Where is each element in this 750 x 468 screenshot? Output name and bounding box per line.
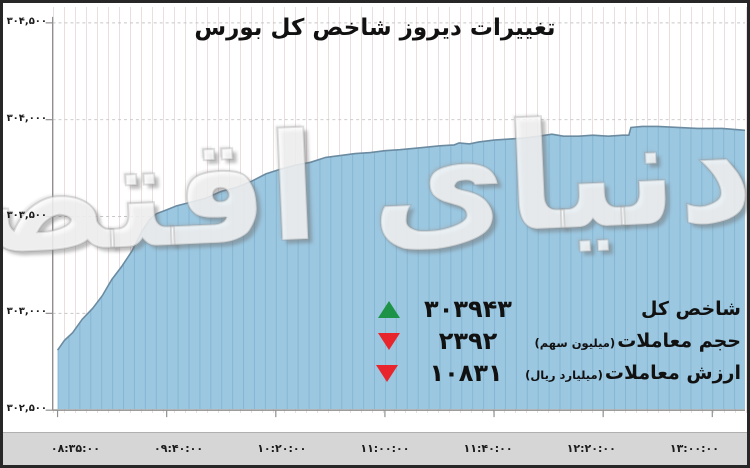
total-index-value: ۳۰۳۹۴۳	[424, 295, 512, 323]
x-axis-time-label: ۱۱:۴۰:۰۰	[463, 442, 513, 455]
x-axis-time-label: ۱۲:۲۰:۰۰	[566, 442, 616, 455]
trade-value-unit: (میلیارد ریال)	[525, 368, 603, 382]
y-axis-tick-label: ۳۰۳,۰۰۰	[6, 306, 47, 318]
chart-legend: شاخص کل ۳۰۳۹۴۳ حجم معاملات(میلیون سهم) ۲…	[369, 293, 741, 389]
trade-value-label: ارزش معاملات	[604, 362, 741, 384]
total-index-label: شاخص کل	[640, 298, 741, 320]
x-axis-time-label: ۱۳:۰۰:۰۰	[669, 442, 719, 455]
trade-volume-unit: (میلیون سهم)	[534, 336, 616, 350]
down-triangle-icon	[378, 332, 400, 350]
x-axis-time-label: ۰۸:۳۵:۰۰	[50, 442, 100, 455]
x-axis-strip: ۰۸:۳۵:۰۰ ۰۹:۴۰:۰۰ ۱۰:۲۰:۰۰ ۱۱:۰۰:۰۰ ۱۱:۴۰:۰۰…	[3, 432, 747, 465]
x-axis-time-label: ۱۰:۲۰:۰۰	[257, 442, 307, 455]
down-triangle-icon	[376, 364, 399, 382]
chart-title: تغییرات دیروز شاخص کل بورس	[194, 15, 556, 41]
trade-value-value: ۱۰۸۳۱	[429, 359, 503, 387]
y-axis-tick-label: ۳۰۲,۵۰۰	[6, 403, 47, 415]
trade-volume-value: ۲۳۹۲	[438, 327, 498, 355]
legend-row-trade-value: ارزش معاملات(میلیارد ریال) ۱۰۸۳۱	[369, 357, 741, 389]
up-triangle-icon	[378, 300, 400, 318]
legend-row-total-index: شاخص کل ۳۰۳۹۴۳	[369, 293, 741, 325]
legend-row-trade-volume: حجم معاملات(میلیون سهم) ۲۳۹۲	[369, 325, 741, 357]
x-axis-time-label: ۱۱:۰۰:۰۰	[360, 442, 410, 455]
y-axis-tick-label: ۳۰۳,۵۰۰	[6, 209, 47, 221]
y-axis-tick-label: ۳۰۴,۰۰۰	[6, 112, 47, 124]
y-axis-tick-label: ۳۰۴,۵۰۰	[6, 15, 47, 27]
x-axis-time-label: ۰۹:۴۰:۰۰	[154, 442, 204, 455]
index-area-chart	[45, 16, 746, 418]
trade-volume-label: حجم معاملات	[617, 330, 741, 352]
